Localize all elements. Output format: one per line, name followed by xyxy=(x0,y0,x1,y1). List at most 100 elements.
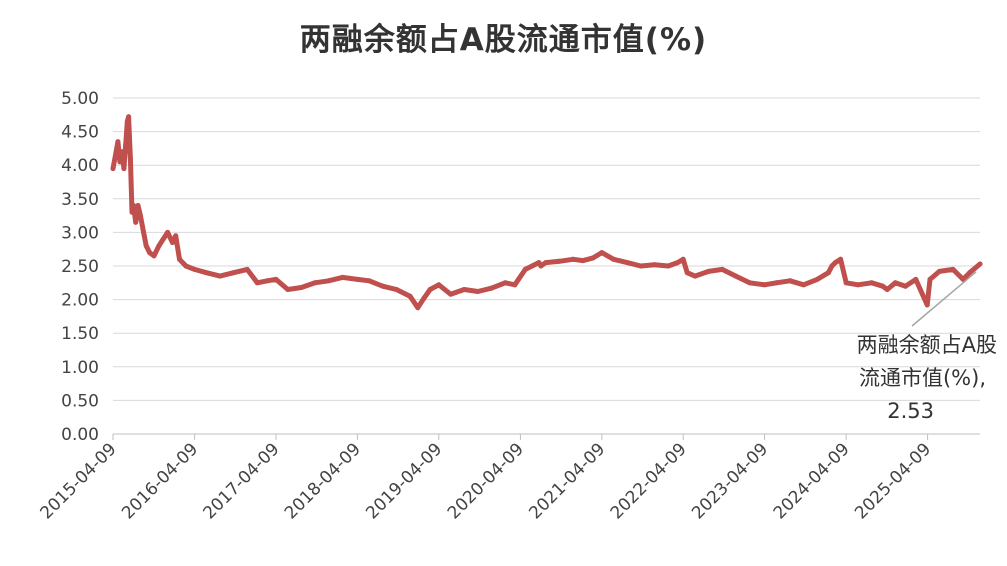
data-point xyxy=(117,159,123,165)
data-point xyxy=(143,243,149,249)
data-point xyxy=(967,270,973,276)
annotation-line: 流通市值(%), xyxy=(859,366,986,390)
data-point xyxy=(950,266,956,272)
data-point xyxy=(421,295,427,301)
data-point xyxy=(165,229,171,235)
y-tick-label: 1.00 xyxy=(61,358,99,378)
data-point xyxy=(461,287,467,292)
data-point xyxy=(326,278,332,284)
x-tick-label: 2017-04-09 xyxy=(200,439,284,523)
x-tick-label: 2016-04-09 xyxy=(118,439,202,523)
data-point xyxy=(960,276,966,282)
y-tick-label: 0.50 xyxy=(61,391,99,411)
data-point xyxy=(135,203,141,208)
data-point xyxy=(512,282,518,288)
data-point xyxy=(231,270,237,276)
data-point xyxy=(638,263,644,269)
data-point xyxy=(590,255,596,261)
data-point xyxy=(829,263,835,269)
y-tick-label: 4.50 xyxy=(61,123,99,143)
data-point xyxy=(680,256,686,262)
data-point xyxy=(838,256,844,262)
y-tick-label: 4.00 xyxy=(61,156,99,176)
x-tick-label: 2020-04-09 xyxy=(444,439,528,523)
data-point xyxy=(151,253,157,259)
data-point xyxy=(488,285,494,291)
data-point xyxy=(706,268,712,274)
x-tick-label: 2021-04-09 xyxy=(525,439,609,523)
data-point xyxy=(869,280,875,286)
x-tick-label: 2015-04-09 xyxy=(37,439,121,523)
data-point xyxy=(393,287,399,292)
data-point xyxy=(127,156,133,161)
data-point xyxy=(380,283,386,289)
data-point xyxy=(115,139,121,145)
data-point xyxy=(651,262,657,268)
data-point xyxy=(502,280,508,286)
data-point xyxy=(843,280,849,286)
data-point xyxy=(203,270,209,276)
data-point xyxy=(570,256,576,262)
data-point xyxy=(285,287,291,292)
data-point xyxy=(624,260,630,266)
y-tick-label: 1.50 xyxy=(61,324,99,344)
data-point xyxy=(825,270,831,276)
data-point xyxy=(692,273,698,279)
data-point xyxy=(684,270,690,276)
data-point xyxy=(436,282,442,288)
data-point xyxy=(298,285,304,290)
data-point xyxy=(977,261,983,267)
data-point xyxy=(719,266,725,272)
y-tick-label: 5.00 xyxy=(61,89,99,109)
data-point xyxy=(427,287,433,292)
y-tick-label: 2.50 xyxy=(61,257,99,277)
data-point xyxy=(123,142,129,148)
data-point xyxy=(913,276,919,282)
data-point xyxy=(133,219,139,225)
data-point xyxy=(884,287,890,292)
data-point xyxy=(773,280,779,286)
data-point xyxy=(814,276,820,282)
data-point xyxy=(141,229,147,235)
x-tick-label: 2019-04-09 xyxy=(362,439,446,523)
x-tick-label: 2018-04-09 xyxy=(281,439,365,523)
data-point xyxy=(599,250,605,256)
x-tick-label: 2024-04-09 xyxy=(770,439,854,523)
series-line xyxy=(110,114,983,311)
gridlines xyxy=(113,97,980,401)
x-tick-label: 2022-04-09 xyxy=(607,439,691,523)
data-point xyxy=(121,166,127,172)
data-point xyxy=(119,149,125,155)
data-point xyxy=(832,260,838,266)
data-point xyxy=(156,243,162,249)
data-point xyxy=(733,273,739,279)
data-point xyxy=(475,289,481,294)
data-point xyxy=(924,302,930,308)
data-point xyxy=(543,260,549,266)
data-point xyxy=(936,268,942,274)
data-point xyxy=(448,291,454,297)
data-point xyxy=(113,152,118,158)
data-point xyxy=(147,250,153,256)
data-point xyxy=(177,256,182,262)
annotation-leader-line xyxy=(911,271,977,327)
data-point xyxy=(556,258,562,264)
data-point xyxy=(192,266,198,272)
annotation-label: 两融余额占A股流通市值(%), 2.53 xyxy=(857,333,997,423)
data-point xyxy=(173,233,179,239)
y-tick-label: 2.00 xyxy=(61,291,99,311)
data-point xyxy=(801,282,807,288)
data-point xyxy=(264,278,270,284)
x-tick-label: 2023-04-09 xyxy=(688,439,772,523)
y-tick-label: 3.00 xyxy=(61,223,99,243)
data-point xyxy=(580,258,586,264)
data-point xyxy=(675,260,681,266)
data-point xyxy=(880,283,886,289)
data-point xyxy=(538,263,544,269)
data-point xyxy=(522,266,528,272)
data-point xyxy=(903,283,908,289)
data-point xyxy=(160,236,166,242)
data-point xyxy=(254,280,260,286)
y-axis-ticks: 0.00 0.50 1.00 1.50 2.00 2.50 3.00 3.50 4.00 4.50… xyxy=(61,89,99,445)
